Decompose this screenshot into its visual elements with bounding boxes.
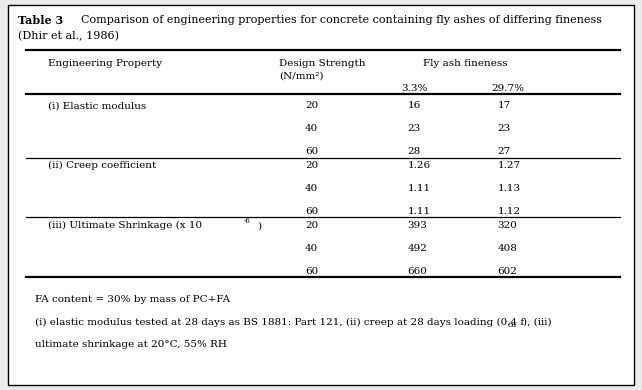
Text: (ii) Creep coefficient: (ii) Creep coefficient <box>48 161 157 170</box>
Text: 23: 23 <box>408 124 421 133</box>
Text: 408: 408 <box>498 244 517 253</box>
Text: 492: 492 <box>408 244 428 253</box>
Text: 1.13: 1.13 <box>498 184 521 193</box>
Text: (Dhir et al., 1986): (Dhir et al., 1986) <box>18 31 119 42</box>
Text: 23: 23 <box>498 124 511 133</box>
Text: ), (iii): ), (iii) <box>523 317 552 326</box>
Text: 17: 17 <box>498 101 511 110</box>
Text: FA content = 30% by mass of PC+FA: FA content = 30% by mass of PC+FA <box>35 295 230 304</box>
Text: 40: 40 <box>305 124 318 133</box>
Text: 60: 60 <box>305 266 318 275</box>
Text: 60: 60 <box>305 147 318 156</box>
Text: Table 3: Table 3 <box>18 15 63 26</box>
Text: (i) elastic modulus tested at 28 days as BS 1881: Part 121, (ii) creep at 28 day: (i) elastic modulus tested at 28 days as… <box>35 317 525 327</box>
Text: 20: 20 <box>305 221 318 230</box>
Text: ): ) <box>257 221 261 230</box>
Text: Engineering Property: Engineering Property <box>48 59 162 68</box>
Text: 1.11: 1.11 <box>408 207 431 216</box>
Text: cu: cu <box>507 321 516 329</box>
Text: Fly ash fineness: Fly ash fineness <box>423 59 508 68</box>
Text: (iii) Ultimate Shrinkage (x 10: (iii) Ultimate Shrinkage (x 10 <box>48 221 202 230</box>
Text: 602: 602 <box>498 266 517 275</box>
Text: 1.11: 1.11 <box>408 184 431 193</box>
Text: 660: 660 <box>408 266 428 275</box>
FancyBboxPatch shape <box>8 5 634 385</box>
Text: (N/mm²): (N/mm²) <box>279 72 324 81</box>
Text: Comparison of engineering properties for concrete containing fly ashes of differ: Comparison of engineering properties for… <box>67 15 602 25</box>
Text: 20: 20 <box>305 161 318 170</box>
Text: 1.26: 1.26 <box>408 161 431 170</box>
Text: 27: 27 <box>498 147 511 156</box>
Text: (i) Elastic modulus: (i) Elastic modulus <box>48 101 146 110</box>
Text: 60: 60 <box>305 207 318 216</box>
Text: Design Strength: Design Strength <box>279 59 366 68</box>
Text: ultimate shrinkage at 20°C, 55% RH: ultimate shrinkage at 20°C, 55% RH <box>35 340 227 349</box>
Text: 29.7%: 29.7% <box>491 84 524 93</box>
Text: -6: -6 <box>244 216 251 225</box>
Text: 393: 393 <box>408 221 428 230</box>
Text: 1.12: 1.12 <box>498 207 521 216</box>
Text: 3.3%: 3.3% <box>401 84 428 93</box>
Text: 40: 40 <box>305 244 318 253</box>
Text: 28: 28 <box>408 147 421 156</box>
Text: 1.27: 1.27 <box>498 161 521 170</box>
Text: 20: 20 <box>305 101 318 110</box>
Text: 320: 320 <box>498 221 517 230</box>
Text: 16: 16 <box>408 101 421 110</box>
Text: 40: 40 <box>305 184 318 193</box>
